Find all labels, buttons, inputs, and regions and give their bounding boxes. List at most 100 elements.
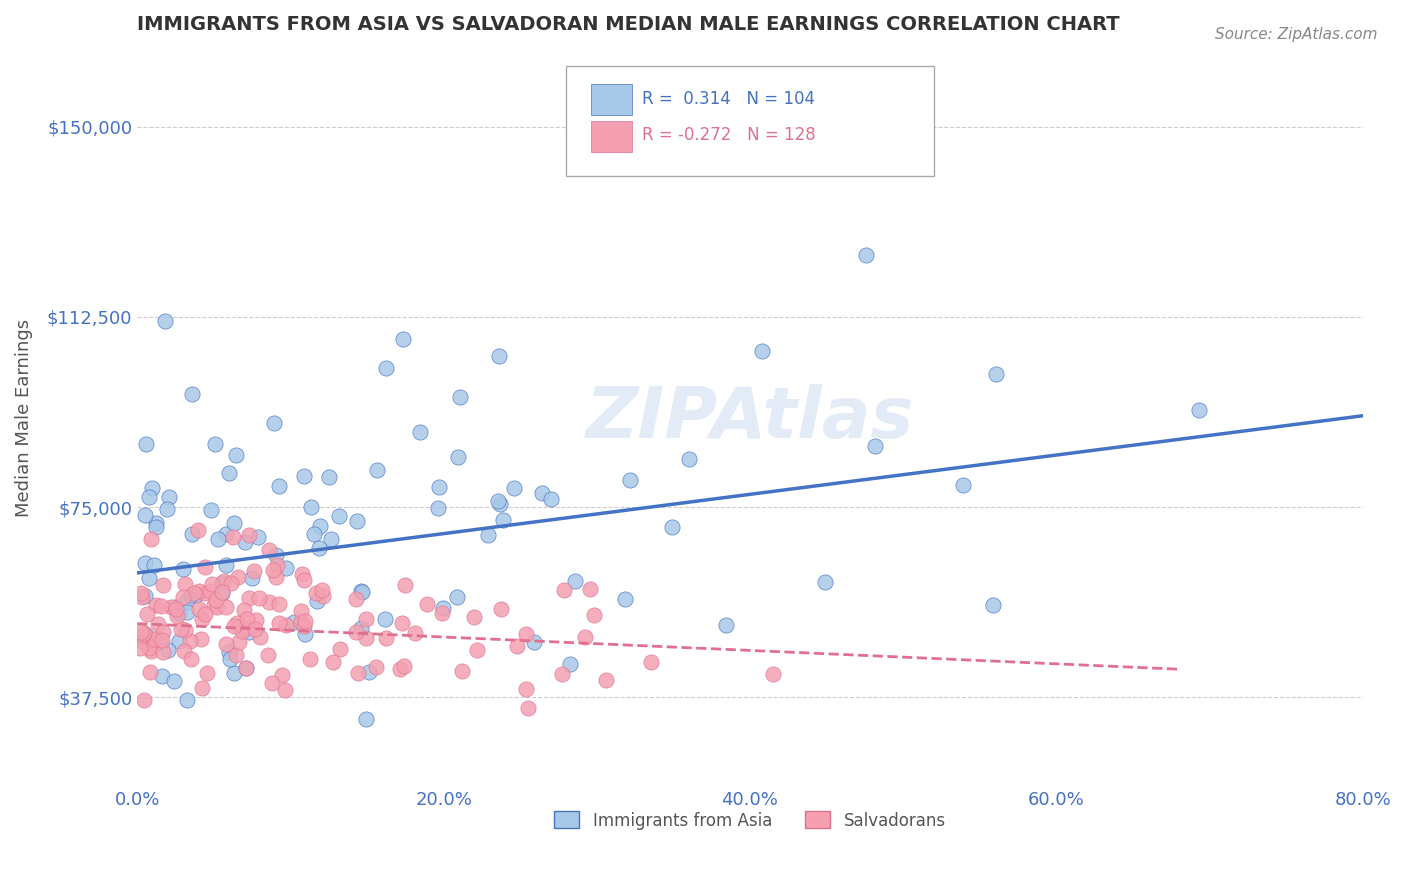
Point — [166, 609, 188, 624]
Y-axis label: Median Male Earnings: Median Male Earnings — [15, 319, 32, 517]
Point — [247, 591, 270, 606]
Text: Source: ZipAtlas.com: Source: ZipAtlas.com — [1215, 27, 1378, 42]
Point — [427, 500, 450, 515]
Point — [226, 570, 249, 584]
Point — [302, 527, 325, 541]
Point — [290, 615, 312, 630]
Point — [145, 598, 167, 612]
Point — [274, 683, 297, 698]
Point — [242, 564, 264, 578]
Point — [409, 425, 432, 440]
Point — [257, 543, 280, 558]
Point — [271, 667, 294, 681]
Point — [180, 527, 202, 541]
Point — [274, 617, 297, 632]
Point — [173, 644, 195, 658]
Point — [583, 607, 606, 622]
Point — [308, 518, 330, 533]
Point — [222, 516, 245, 530]
Point — [150, 632, 173, 647]
Text: R =  0.314   N = 104: R = 0.314 N = 104 — [643, 89, 815, 108]
Point — [174, 623, 197, 637]
Point — [489, 602, 512, 616]
Point — [981, 598, 1004, 612]
Point — [170, 622, 193, 636]
Point — [157, 643, 180, 657]
Point — [152, 624, 174, 639]
Point — [184, 588, 207, 602]
Point — [619, 473, 641, 487]
Point — [218, 652, 240, 666]
Point — [131, 590, 153, 604]
Point — [579, 582, 602, 596]
Point — [157, 490, 180, 504]
Point — [392, 659, 415, 673]
Point — [240, 571, 263, 585]
Point — [238, 528, 260, 542]
Point — [463, 610, 485, 624]
Point — [163, 673, 186, 688]
Point — [515, 681, 537, 696]
Point — [489, 497, 512, 511]
Point — [204, 593, 226, 607]
Point — [245, 622, 267, 636]
Point — [299, 652, 322, 666]
Point — [364, 659, 387, 673]
Point — [219, 575, 242, 590]
Point — [129, 640, 152, 655]
Point — [131, 630, 153, 644]
Point — [952, 477, 974, 491]
Point — [349, 621, 371, 635]
Point — [132, 693, 155, 707]
Point — [142, 639, 165, 653]
Point — [222, 665, 245, 680]
Point — [246, 530, 269, 544]
Point — [291, 567, 314, 582]
Point — [318, 470, 340, 484]
Point — [129, 625, 152, 640]
Point — [477, 528, 499, 542]
Point — [233, 621, 256, 635]
Point — [292, 619, 315, 633]
Point — [359, 665, 381, 680]
Point — [218, 467, 240, 481]
Point — [225, 648, 247, 662]
Point — [235, 660, 257, 674]
Point — [134, 636, 156, 650]
Point — [269, 598, 291, 612]
Point — [356, 631, 378, 645]
Point — [354, 612, 377, 626]
Point — [163, 599, 186, 614]
Point — [328, 508, 350, 523]
Point — [129, 631, 152, 645]
Point — [488, 494, 510, 508]
Point — [558, 657, 581, 672]
Point — [595, 673, 617, 688]
Point — [141, 481, 163, 495]
Point — [283, 615, 305, 629]
Point — [193, 560, 215, 574]
Point — [350, 584, 373, 599]
Point — [517, 701, 540, 715]
Point — [138, 571, 160, 585]
Point — [187, 583, 209, 598]
Point — [863, 439, 886, 453]
Point — [202, 599, 225, 613]
Point — [235, 535, 257, 549]
Point — [211, 584, 233, 599]
Point — [179, 633, 201, 648]
Point — [167, 634, 190, 648]
Point — [276, 561, 298, 575]
Point — [138, 490, 160, 504]
Point — [305, 586, 328, 600]
Point — [661, 519, 683, 533]
Point — [138, 665, 160, 679]
Legend: Immigrants from Asia, Salvadorans: Immigrants from Asia, Salvadorans — [547, 805, 952, 836]
Point — [678, 451, 700, 466]
Point — [198, 584, 221, 599]
Point — [141, 532, 163, 546]
Point — [311, 582, 333, 597]
Point — [183, 585, 205, 599]
Point — [299, 500, 322, 514]
FancyBboxPatch shape — [567, 65, 934, 176]
